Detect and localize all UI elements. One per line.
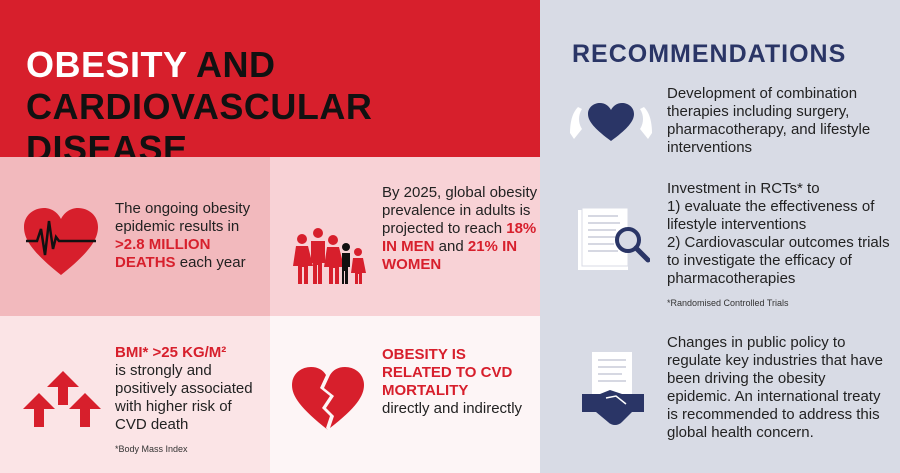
up-arrows-icon — [23, 371, 101, 427]
heartbeat-heart-icon — [24, 208, 98, 275]
title-rest: AND — [186, 44, 276, 85]
fact-bmi-text: BMI* >25 KG/M² is strongly and positively… — [115, 344, 253, 433]
title-line2: CARDIOVASCULAR DISEASE — [26, 86, 373, 169]
recommendations-title: RECOMMENDATIONS — [572, 40, 847, 68]
document-search-icon — [578, 208, 650, 270]
broken-heart-icon — [292, 367, 364, 430]
recommendation-3-text: Changes in public policy to regulate key… — [667, 334, 883, 441]
recommendations-panel: RECOMMENDATIONS Development of combinati… — [540, 0, 900, 473]
page-title: OBESITY AND CARDIOVASCULAR DISEASE — [26, 44, 540, 170]
recommendation-2-text: Investment in RCTs* to 1) evaluate the e… — [667, 180, 890, 287]
left-panel: OBESITY AND CARDIOVASCULAR DISEASE The o… — [0, 0, 540, 473]
fact-mortality-text: OBESITY IS RELATED TO CVD MORTALITY direc… — [382, 346, 523, 417]
hands-heart-icon — [570, 103, 652, 141]
recommendation-1-text: Development of combination therapies inc… — [667, 85, 871, 156]
family-icon — [293, 228, 366, 284]
header: OBESITY AND CARDIOVASCULAR DISEASE — [0, 0, 540, 169]
title-highlight: OBESITY — [26, 44, 187, 85]
fact-mortality: OBESITY IS RELATED TO CVD MORTALITY direc… — [270, 316, 540, 473]
fact-bmi: BMI* >25 KG/M² is strongly and positively… — [0, 316, 270, 473]
bmi-footnote: *Body Mass Index — [115, 444, 188, 454]
fact-prevalence-text: By 2025, global obesity prevalence in ad… — [382, 184, 538, 273]
fact-deaths-text: The ongoing obesity epidemic results in … — [115, 200, 251, 271]
fact-prevalence: By 2025, global obesity prevalence in ad… — [270, 157, 540, 316]
fact-deaths: The ongoing obesity epidemic results in … — [0, 157, 270, 316]
handshake-document-icon — [582, 352, 644, 425]
rct-footnote: *Randomised Controlled Trials — [667, 298, 789, 308]
